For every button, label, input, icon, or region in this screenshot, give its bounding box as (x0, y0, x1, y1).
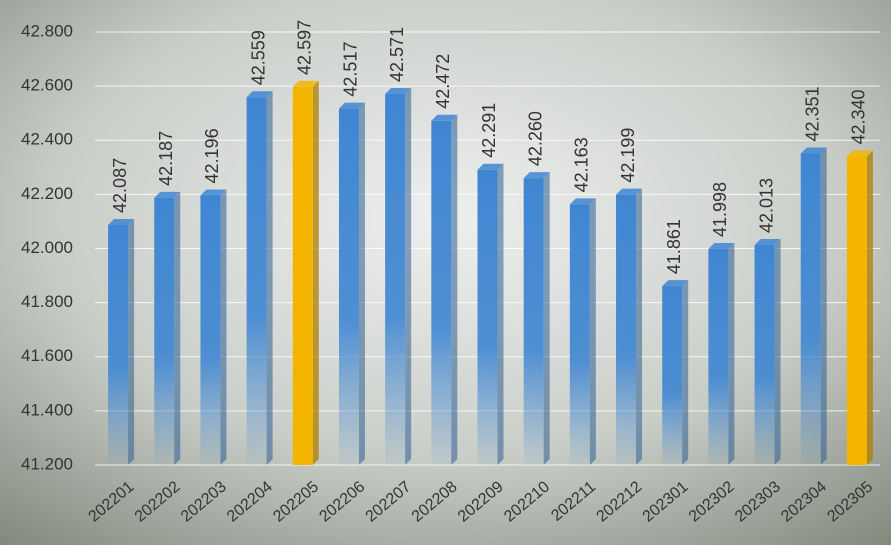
value-label: 42.260 (525, 111, 545, 166)
bar-side (728, 243, 734, 465)
y-tick-label: 41.600 (21, 346, 73, 365)
bar-side (775, 239, 781, 465)
bar-side (590, 198, 596, 465)
y-tick-label: 41.400 (21, 400, 73, 419)
value-label: 42.472 (433, 54, 453, 109)
bar-side (267, 91, 273, 465)
value-label: 42.571 (387, 27, 407, 82)
bar (247, 97, 267, 465)
bar-side (867, 150, 873, 465)
value-label: 42.163 (572, 137, 592, 192)
bar (708, 249, 728, 465)
bar (755, 245, 775, 465)
value-label: 42.351 (802, 86, 822, 141)
value-label: 42.340 (849, 89, 869, 144)
bar (801, 154, 821, 465)
bar-side (544, 172, 550, 465)
value-label: 42.087 (110, 158, 130, 213)
value-label: 42.187 (156, 131, 176, 186)
y-tick-label: 42.400 (21, 130, 73, 149)
bar-side (636, 189, 642, 465)
y-tick-label: 42.000 (21, 238, 73, 257)
bar-side (220, 189, 226, 465)
bar-side (128, 219, 134, 465)
bar-side (498, 164, 504, 465)
y-tick-label: 41.800 (21, 292, 73, 311)
bar (339, 109, 359, 465)
value-label: 42.597 (295, 20, 315, 75)
bar (200, 195, 220, 465)
value-label: 42.196 (202, 128, 222, 183)
bar (662, 286, 682, 465)
bar-side (821, 148, 827, 465)
bar (478, 170, 498, 465)
bar-side (313, 81, 319, 465)
value-label: 42.559 (248, 30, 268, 85)
bar-side (359, 103, 365, 465)
bar (431, 121, 451, 465)
value-label: 41.861 (664, 219, 684, 274)
bar (847, 156, 867, 465)
bar-side (174, 192, 180, 465)
y-tick-label: 42.600 (21, 76, 73, 95)
page: 41.200 41.400 41.600 41.800 42.000 42.200 42.4… (0, 0, 891, 545)
bar (570, 204, 590, 465)
bar (154, 198, 174, 465)
bar (616, 195, 636, 465)
y-tick-label: 42.200 (21, 184, 73, 203)
value-label: 42.013 (756, 178, 776, 233)
chart: 41.200 41.400 41.600 41.800 42.000 42.200 42.4… (0, 0, 891, 545)
bar-side (451, 115, 457, 465)
bar (293, 87, 313, 465)
bar (524, 178, 544, 465)
value-label: 41.998 (710, 182, 730, 237)
value-label: 42.199 (618, 128, 638, 183)
y-tick-label: 41.200 (21, 454, 73, 473)
bar-side (405, 88, 411, 465)
y-tick-label: 42.800 (21, 21, 73, 40)
bar-side (682, 280, 688, 465)
value-label: 42.291 (479, 103, 499, 158)
bar (385, 94, 405, 465)
bar (108, 225, 128, 465)
value-label: 42.517 (341, 42, 361, 97)
